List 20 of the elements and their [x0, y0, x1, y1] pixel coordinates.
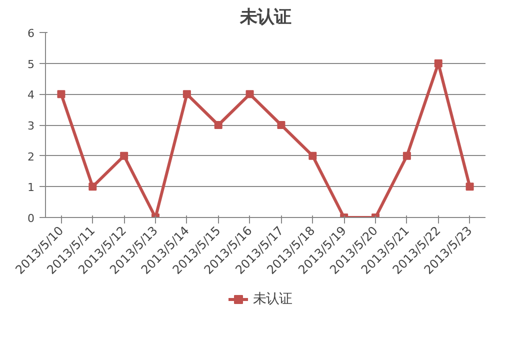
point — [88, 182, 97, 191]
point — [120, 152, 128, 160]
y-tick-label: 6 — [28, 27, 34, 40]
point — [214, 121, 222, 129]
point — [182, 90, 191, 98]
point — [308, 152, 317, 160]
point — [57, 90, 66, 98]
point — [402, 152, 411, 160]
point — [246, 90, 254, 98]
y-tick-label: 2 — [28, 150, 34, 164]
y-tick-label: 0 — [28, 212, 34, 225]
y-tick-label: 1 — [28, 181, 34, 194]
chart-title: 未认证 — [239, 8, 291, 28]
y-tick-label: 5 — [28, 58, 34, 71]
y-tick-label: 3 — [28, 120, 34, 132]
point — [434, 59, 442, 68]
point — [466, 182, 474, 191]
y-tick-label: 4 — [28, 88, 34, 102]
legend-label: 未认证 — [253, 290, 292, 308]
point — [277, 121, 286, 129]
